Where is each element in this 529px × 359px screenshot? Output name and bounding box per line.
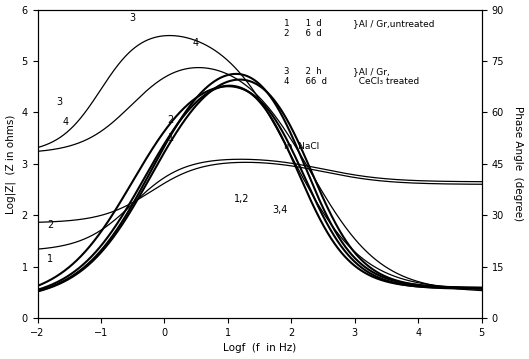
Text: }Al / Gr,
  CeCl₃ treated: }Al / Gr, CeCl₃ treated (353, 67, 419, 86)
Text: 3,4: 3,4 (272, 205, 288, 215)
Text: 3: 3 (57, 97, 63, 107)
Text: 1   1 d
2   6 d: 1 1 d 2 6 d (284, 19, 322, 38)
Text: 2: 2 (47, 220, 53, 230)
Y-axis label: Phase Angle  (degree): Phase Angle (degree) (514, 106, 523, 222)
Text: 4: 4 (193, 38, 199, 47)
Text: 4: 4 (63, 117, 69, 127)
Text: 1,2: 1,2 (234, 195, 250, 204)
Text: 2: 2 (168, 115, 174, 125)
Text: 1: 1 (168, 133, 174, 143)
Text: }Al / Gr,untreated: }Al / Gr,untreated (353, 19, 434, 28)
Text: 1: 1 (47, 253, 53, 264)
Text: 3: 3 (130, 13, 136, 23)
Text: 3   2 h
4   66 d: 3 2 h 4 66 d (284, 67, 327, 86)
Text: in  NaCl: in NaCl (284, 142, 320, 151)
X-axis label: Logf  (f  in Hz): Logf (f in Hz) (223, 344, 296, 354)
Y-axis label: Log|Z|  (Z in ohms): Log|Z| (Z in ohms) (6, 114, 16, 214)
